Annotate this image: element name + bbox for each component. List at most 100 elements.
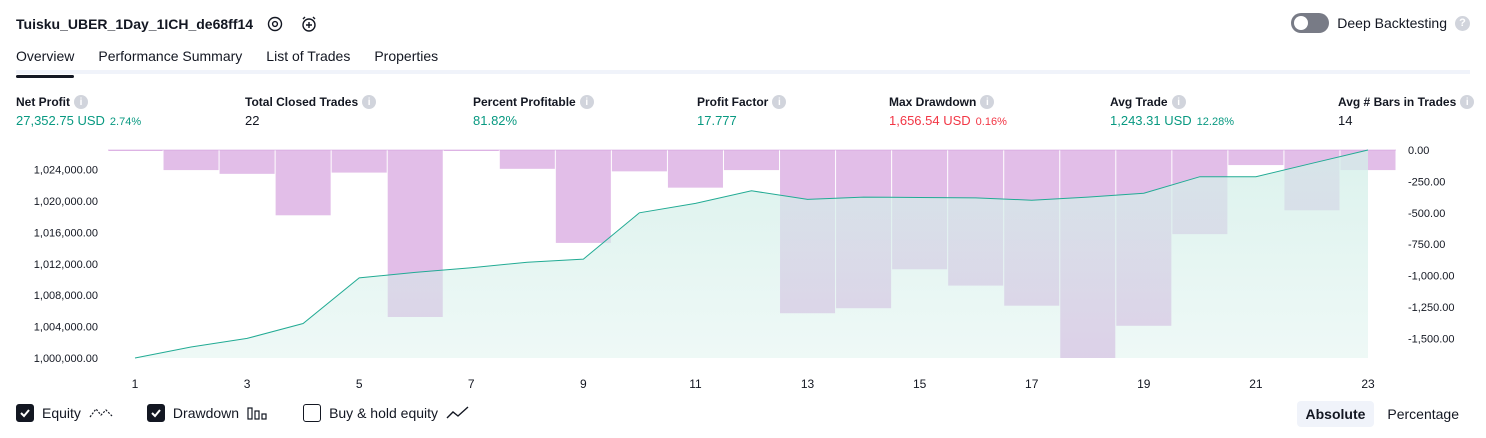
drawdown-bar bbox=[1228, 150, 1284, 166]
metric-value: 1,243.31 USD bbox=[1110, 113, 1192, 128]
metric-label: Total Closed Trades bbox=[245, 95, 359, 109]
legend-label: Drawdown bbox=[172, 405, 240, 421]
x-tick-label: 5 bbox=[356, 377, 363, 391]
absolute-button[interactable]: Absolute bbox=[1296, 401, 1375, 427]
info-icon[interactable]: i bbox=[579, 95, 594, 109]
drawdown-checkbox[interactable] bbox=[146, 404, 165, 422]
metric-profit-factor: Profit Factor i 17.777 bbox=[697, 94, 787, 128]
report-tabs: Overview Performance Summary List of Tra… bbox=[16, 42, 1470, 78]
metric-avg-trade: Avg Trade i 1,243.31 USD 12.28% bbox=[1110, 94, 1234, 128]
y-left-tick-label: 1,024,000.00 bbox=[34, 165, 98, 177]
y-right-tick-label: -1,500.00 bbox=[1408, 333, 1454, 345]
metric-label: Percent Profitable bbox=[473, 95, 576, 109]
info-icon[interactable]: i bbox=[980, 95, 995, 109]
y-left-tick-label: 1,012,000.00 bbox=[34, 259, 98, 271]
y-right-tick-label: -250.00 bbox=[1408, 176, 1445, 188]
y-right-tick-label: -500.00 bbox=[1408, 208, 1445, 220]
x-tick-label: 7 bbox=[468, 377, 475, 391]
x-tick-label: 13 bbox=[801, 377, 815, 391]
metric-value: 22 bbox=[245, 113, 260, 128]
info-icon[interactable]: i bbox=[74, 95, 88, 109]
metric-label: Avg # Bars in Trades bbox=[1338, 95, 1457, 109]
x-tick-label: 11 bbox=[689, 377, 702, 391]
drawdown-bars-icon bbox=[247, 407, 267, 420]
y-right-tick-label: 0.00 bbox=[1408, 145, 1429, 157]
x-tick-label: 15 bbox=[913, 377, 927, 391]
drawdown-bar bbox=[443, 150, 499, 151]
equity-drawdown-chart[interactable]: 1,024,000.00 1,020,000.00 1,016,000.00 1,01… bbox=[0, 140, 1486, 398]
x-tick-label: 3 bbox=[244, 377, 251, 391]
metric-net-profit: Net Profit i 27,352.75 USD 2.74% bbox=[16, 94, 141, 128]
tab-overview[interactable]: Overview bbox=[16, 42, 75, 78]
x-tick-label: 23 bbox=[1361, 377, 1375, 391]
drawdown-bar bbox=[555, 150, 611, 243]
drawdown-bar bbox=[667, 150, 723, 188]
tab-properties[interactable]: Properties bbox=[374, 48, 439, 64]
y-left-tick-label: 1,004,000.00 bbox=[34, 322, 98, 334]
y-left-tick-label: 1,000,000.00 bbox=[34, 353, 98, 365]
x-tick-label: 21 bbox=[1249, 377, 1263, 391]
legend-label: Buy & hold equity bbox=[329, 405, 439, 421]
metric-value: 1,656.54 USD bbox=[889, 113, 971, 128]
y-right-tick-label: -750.00 bbox=[1408, 239, 1445, 251]
strategy-name: Tuisku_UBER_1Day_1ICH_de68ff14 bbox=[16, 16, 254, 32]
y-right-tick-label: -1,000.00 bbox=[1408, 271, 1454, 283]
info-icon[interactable]: i bbox=[1171, 95, 1186, 109]
buy-hold-checkbox[interactable] bbox=[303, 404, 322, 422]
percentage-button[interactable]: Percentage bbox=[1387, 406, 1459, 422]
drawdown-bar bbox=[499, 150, 555, 169]
legend-label: Equity bbox=[42, 405, 81, 421]
info-icon[interactable]: i bbox=[362, 95, 377, 109]
buy-hold-line-icon bbox=[446, 406, 469, 419]
legend-equity[interactable]: Equity bbox=[16, 404, 113, 422]
legend-buy-hold[interactable]: Buy & hold equity bbox=[303, 404, 470, 422]
x-tick-label: 19 bbox=[1137, 377, 1151, 391]
drawdown-bar bbox=[163, 150, 219, 171]
metric-total-closed-trades: Total Closed Trades i 22 bbox=[245, 94, 377, 128]
metric-label: Avg Trade bbox=[1110, 95, 1168, 109]
tab-list-of-trades[interactable]: List of Trades bbox=[266, 48, 351, 64]
metric-value: 81.82% bbox=[473, 113, 518, 128]
legend-drawdown[interactable]: Drawdown bbox=[146, 404, 269, 422]
metric-max-drawdown: Max Drawdown i 1,656.54 USD 0.16% bbox=[889, 94, 1007, 128]
info-icon[interactable]: i bbox=[772, 95, 787, 109]
metric-value: 14 bbox=[1338, 113, 1353, 128]
y-left-tick-label: 1,020,000.00 bbox=[34, 196, 98, 208]
deep-backtesting-label: Deep Backtesting bbox=[1337, 15, 1447, 31]
metric-percent: 12.28% bbox=[1196, 116, 1234, 128]
x-tick-label: 9 bbox=[580, 377, 587, 391]
metric-percent-profitable: Percent Profitable i 81.82% bbox=[473, 94, 594, 128]
equity-line bbox=[134, 149, 1369, 359]
equity-checkbox[interactable] bbox=[16, 404, 34, 422]
drawdown-bar bbox=[108, 150, 163, 151]
x-tick-label: 1 bbox=[132, 377, 139, 391]
tab-performance-summary[interactable]: Performance Summary bbox=[98, 48, 243, 64]
metric-label: Net Profit bbox=[16, 95, 70, 109]
metric-percent: 0.16% bbox=[975, 116, 1007, 128]
drawdown-bar bbox=[611, 150, 667, 172]
deep-backtesting-toggle[interactable] bbox=[1291, 13, 1330, 33]
y-right-tick-label: -1,250.00 bbox=[1408, 302, 1454, 314]
drawdown-bar bbox=[275, 150, 331, 216]
help-icon[interactable]: ? bbox=[1455, 15, 1470, 31]
metric-avg-bars: Avg # Bars in Trades i 14 bbox=[1338, 94, 1475, 128]
y-left-tick-label: 1,016,000.00 bbox=[34, 227, 98, 239]
metric-label: Profit Factor bbox=[697, 95, 769, 109]
x-tick-label: 17 bbox=[1025, 377, 1039, 391]
drawdown-bar bbox=[331, 150, 387, 173]
drawdown-bar bbox=[723, 150, 780, 171]
metric-value: 27,352.75 USD bbox=[16, 113, 105, 128]
metric-value: 17.777 bbox=[697, 113, 737, 128]
deep-backtesting: Deep Backtesting ? bbox=[1291, 13, 1470, 33]
info-icon[interactable]: i bbox=[1460, 95, 1475, 109]
scale-mode-switch: Absolute Percentage bbox=[1296, 401, 1469, 427]
y-left-tick-label: 1,008,000.00 bbox=[34, 290, 98, 302]
settings-icon[interactable] bbox=[263, 12, 287, 36]
equity-line-icon bbox=[89, 408, 113, 418]
add-alert-icon[interactable] bbox=[297, 12, 321, 36]
report-header: Tuisku_UBER_1Day_1ICH_de68ff14 bbox=[16, 12, 321, 36]
metric-label: Max Drawdown bbox=[889, 95, 977, 109]
equity-area bbox=[135, 150, 1368, 358]
metric-percent: 2.74% bbox=[109, 116, 142, 128]
drawdown-bar bbox=[219, 150, 275, 174]
